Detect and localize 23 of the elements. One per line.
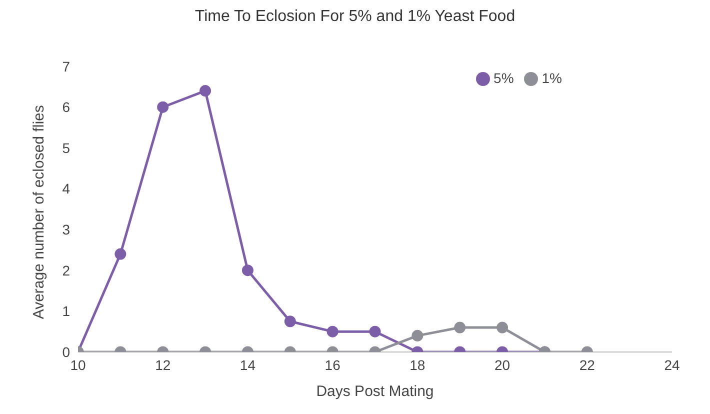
- y-tick-label: 4: [62, 180, 70, 197]
- y-tick-label: 5: [62, 140, 70, 156]
- y-tick-label: 1: [62, 303, 70, 320]
- point: [200, 85, 212, 97]
- legend-label: 1%: [542, 70, 562, 86]
- x-tick-label: 24: [664, 356, 680, 373]
- legend-label: 5%: [494, 70, 514, 86]
- x-tick-label: 18: [410, 356, 426, 373]
- y-tick-label: 6: [62, 99, 70, 116]
- x-tick-label: 20: [494, 356, 510, 373]
- x-tick-label: 10: [70, 356, 86, 373]
- x-tick-label: 16: [324, 356, 341, 373]
- y-tick-label: 3: [62, 222, 70, 238]
- y-axis-title: Average number of eclosed flies: [30, 105, 48, 320]
- x-tick-label: 14: [240, 356, 256, 373]
- y-tick-label: 0: [62, 344, 70, 360]
- x-axis-title: Days Post Mating: [316, 383, 434, 400]
- point: [157, 101, 169, 113]
- y-tick-label: 7: [62, 58, 70, 74]
- x-tick-label: 22: [579, 356, 596, 373]
- x-tick-label: 12: [155, 356, 171, 373]
- y-tick-label: 2: [62, 262, 70, 278]
- chart-title: Time To Eclosion For 5% and 1% Yeast Food: [194, 8, 516, 27]
